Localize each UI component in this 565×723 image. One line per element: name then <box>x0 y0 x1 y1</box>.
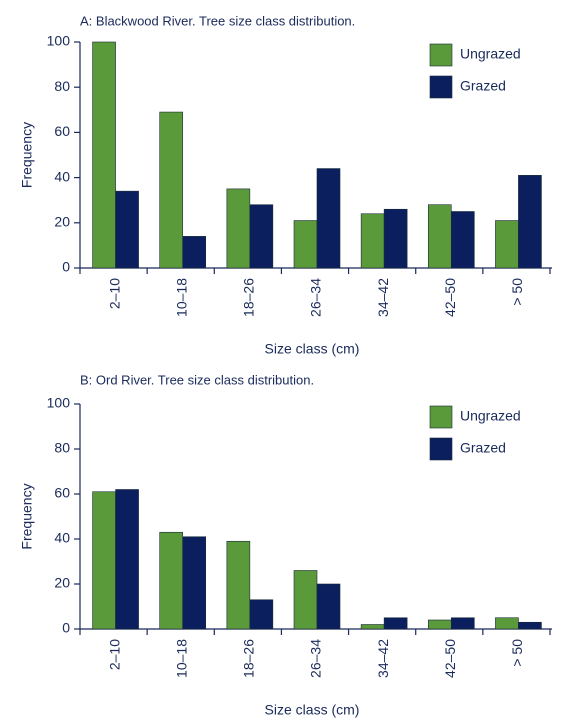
bar <box>360 213 385 269</box>
bar <box>427 204 452 269</box>
bar <box>226 188 251 269</box>
legend-swatch <box>429 405 453 429</box>
bar <box>450 617 475 630</box>
y-tick-label: 20 <box>54 575 70 591</box>
bar <box>92 41 116 269</box>
bar <box>316 168 341 269</box>
bar <box>518 175 542 269</box>
x-tick-label: 2–10 <box>106 639 122 670</box>
bar <box>293 220 318 269</box>
y-tick-label: 100 <box>47 395 71 411</box>
chart-title: A: Blackwood River. Tree size class dist… <box>80 13 355 28</box>
x-axis-label: Size class (cm) <box>265 341 360 357</box>
bar <box>450 211 475 269</box>
legend-label: Ungrazed <box>460 46 521 62</box>
y-tick-label: 0 <box>62 620 70 636</box>
legend-swatch <box>429 75 453 99</box>
bar <box>383 208 408 269</box>
bar <box>115 489 139 630</box>
x-tick-label: 42–50 <box>442 278 458 317</box>
bar <box>249 204 274 269</box>
y-axis-label: Frequency <box>19 122 35 188</box>
y-tick-label: 40 <box>54 530 70 546</box>
x-tick-label: 34–42 <box>375 639 391 678</box>
legend-swatch <box>429 43 453 67</box>
y-tick-label: 60 <box>54 485 70 501</box>
bar <box>427 619 452 630</box>
legend-label: Ungrazed <box>460 408 521 424</box>
y-tick-label: 20 <box>54 214 70 230</box>
bar <box>249 599 274 630</box>
x-tick-label: 10–18 <box>173 639 189 678</box>
bar <box>316 583 341 630</box>
bar <box>360 624 385 630</box>
y-axis-label: Frequency <box>19 483 35 549</box>
bar <box>226 540 251 630</box>
x-tick-label: 26–34 <box>308 639 324 678</box>
y-tick-label: 80 <box>54 440 70 456</box>
bar <box>495 220 519 269</box>
legend-swatch <box>429 437 453 461</box>
x-tick-label: 42–50 <box>442 639 458 678</box>
legend-label: Grazed <box>460 78 506 94</box>
x-tick-label: 2–10 <box>106 278 122 309</box>
x-tick-label: 34–42 <box>375 278 391 317</box>
x-tick-label: 10–18 <box>173 278 189 317</box>
bar <box>159 111 184 269</box>
y-tick-label: 40 <box>54 168 70 184</box>
bar <box>115 190 139 269</box>
y-tick-label: 80 <box>54 78 70 94</box>
x-axis-label: Size class (cm) <box>265 702 360 718</box>
bar <box>92 491 116 630</box>
x-tick-label: 26–34 <box>308 278 324 317</box>
bar <box>495 617 519 630</box>
x-tick-label: > 50 <box>509 278 525 306</box>
x-tick-label: 18–26 <box>241 639 257 678</box>
bar <box>182 536 207 630</box>
bar <box>518 621 542 630</box>
legend-label: Grazed <box>460 440 506 456</box>
bar <box>182 236 207 269</box>
bar <box>159 531 184 630</box>
bar <box>383 617 408 630</box>
bar <box>293 570 318 630</box>
x-tick-label: > 50 <box>509 639 525 667</box>
y-tick-label: 100 <box>47 33 71 49</box>
chart-title: B: Ord River. Tree size class distributi… <box>80 372 314 387</box>
y-tick-label: 0 <box>62 259 70 275</box>
y-tick-label: 60 <box>54 123 70 139</box>
x-tick-label: 18–26 <box>241 278 257 317</box>
